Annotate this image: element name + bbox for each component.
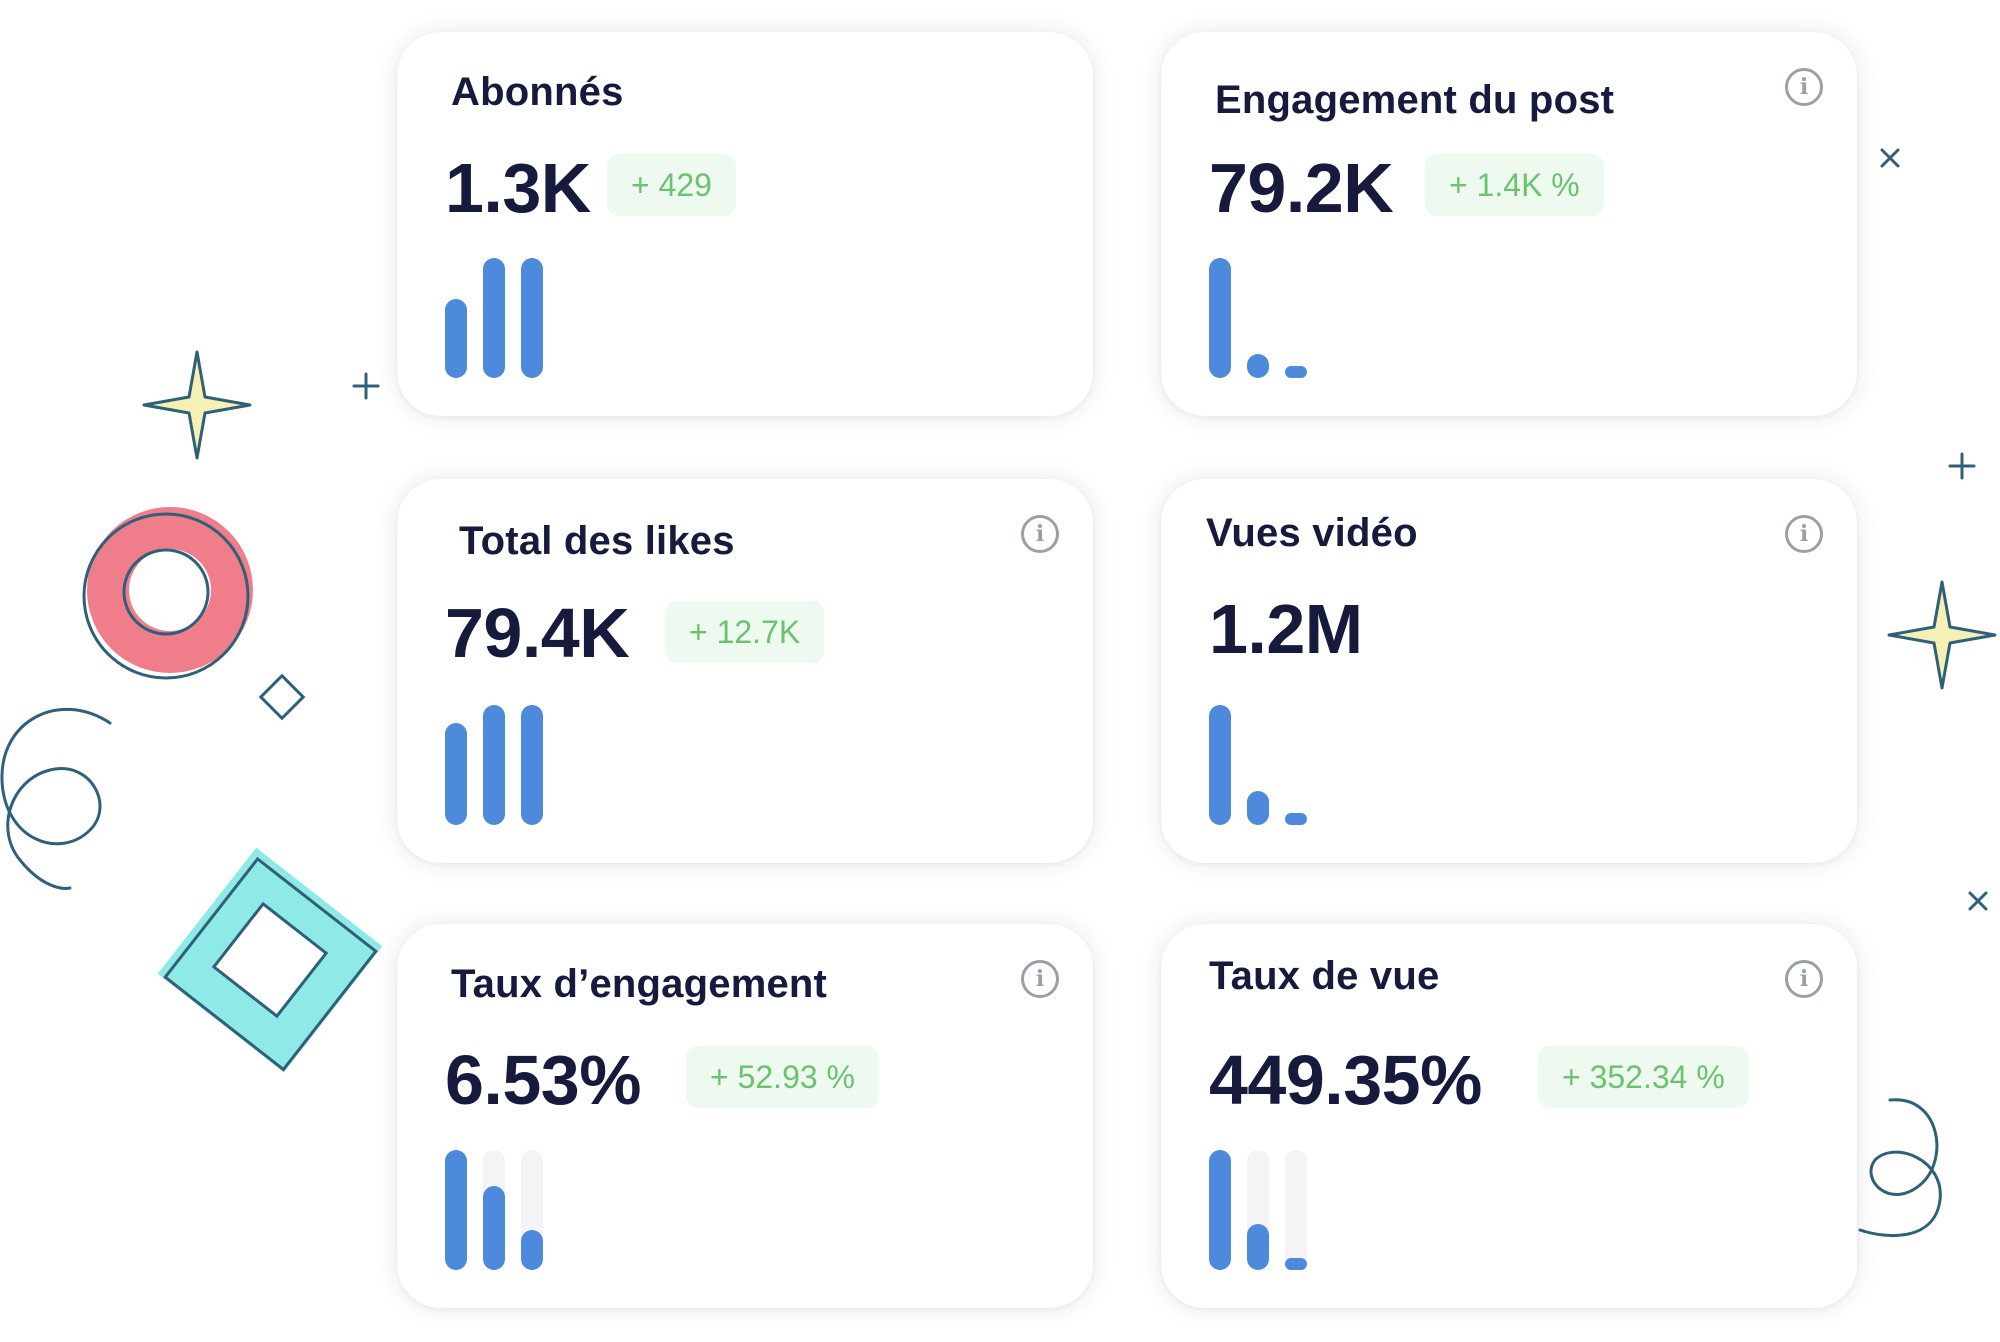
card-title: Engagement du post <box>1215 78 1615 122</box>
chart-bar <box>1209 1150 1231 1270</box>
stat-card-followers: Abonnés 1.3K + 429 <box>397 32 1093 416</box>
ring-shape <box>82 507 253 680</box>
card-value: 79.2K <box>1209 149 1394 227</box>
delta-badge: + 1.4K % <box>1425 154 1604 216</box>
chart-bar <box>1247 1224 1269 1270</box>
stat-card-post-engagement: Engagement du post i 79.2K + 1.4K % <box>1161 32 1857 416</box>
stat-card-video-views: Vues vidéo i 1.2M <box>1161 479 1857 863</box>
plus-icon <box>352 372 380 400</box>
chart-bar <box>445 1150 467 1270</box>
chart-bar <box>521 258 543 378</box>
info-icon[interactable]: i <box>1785 68 1823 106</box>
chart-bar <box>483 1186 505 1270</box>
squiggle-shape <box>0 707 112 890</box>
delta-badge: + 429 <box>607 154 736 216</box>
chart-bar <box>1285 1258 1307 1270</box>
square-shape <box>157 847 383 1073</box>
stat-card-total-likes: Total des likes i 79.4K + 12.7K <box>397 479 1093 863</box>
cross-icon <box>1968 891 1988 911</box>
chart-bar <box>1209 705 1231 825</box>
chart-bar <box>483 258 505 378</box>
info-icon[interactable]: i <box>1021 515 1059 553</box>
diamond-shape <box>258 673 306 721</box>
squiggle-shape <box>1858 1098 1942 1237</box>
card-title: Taux d’engagement <box>451 962 828 1006</box>
chart-bar <box>521 705 543 825</box>
delta-badge: + 12.7K <box>665 601 825 663</box>
card-title: Taux de vue <box>1209 954 1440 998</box>
chart-bar <box>445 723 467 825</box>
card-value: 449.35% <box>1209 1041 1482 1119</box>
bar-track <box>1285 1150 1307 1270</box>
sparkle-icon <box>142 350 252 460</box>
mini-bar-chart <box>1209 258 1329 378</box>
card-value: 79.4K <box>445 594 630 672</box>
stat-card-engagement-rate: Taux d’engagement i 6.53% + 52.93 % <box>397 924 1093 1308</box>
card-value: 1.2M <box>1209 590 1363 668</box>
mini-bar-chart <box>1209 1150 1329 1270</box>
delta-badge: + 352.34 % <box>1538 1046 1749 1108</box>
chart-bar <box>1285 366 1307 378</box>
card-value: 1.3K <box>445 149 591 227</box>
chart-bar <box>1247 791 1269 825</box>
card-value: 6.53% <box>445 1041 641 1119</box>
info-icon[interactable]: i <box>1021 960 1059 998</box>
cross-icon <box>1880 148 1900 168</box>
info-icon[interactable]: i <box>1785 960 1823 998</box>
stat-card-view-rate: Taux de vue i 449.35% + 352.34 % <box>1161 924 1857 1308</box>
mini-bar-chart <box>445 1150 565 1270</box>
card-title: Abonnés <box>451 70 624 114</box>
mini-bar-chart <box>445 705 565 825</box>
chart-bar <box>1209 258 1231 378</box>
mini-bar-chart <box>1209 705 1329 825</box>
chart-bar <box>521 1230 543 1270</box>
chart-bar <box>445 299 467 378</box>
card-title: Vues vidéo <box>1206 511 1418 555</box>
plus-icon <box>1948 452 1976 480</box>
mini-bar-chart <box>445 258 565 378</box>
info-icon[interactable]: i <box>1785 515 1823 553</box>
chart-bar <box>1285 813 1307 825</box>
chart-bar <box>1247 354 1269 378</box>
card-title: Total des likes <box>459 519 735 563</box>
sparkle-icon <box>1887 580 1997 690</box>
chart-bar <box>483 705 505 825</box>
delta-badge: + 52.93 % <box>686 1046 879 1108</box>
